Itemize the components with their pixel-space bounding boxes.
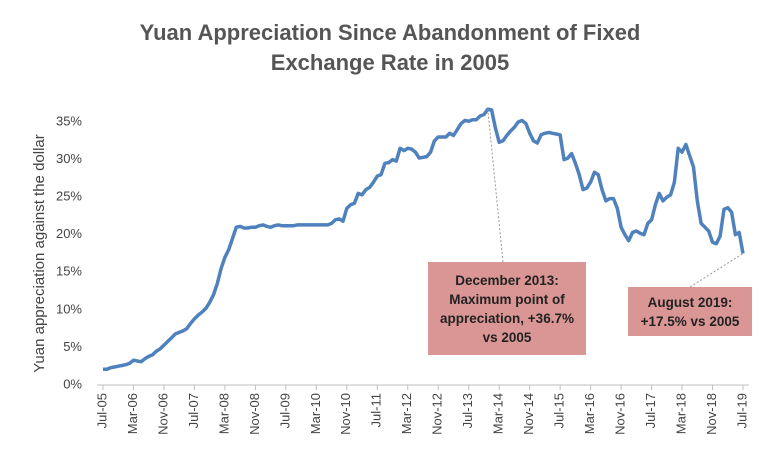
x-tick-label: Nov-06 [155,393,170,435]
x-tick-label: Mar-18 [673,393,688,434]
x-tick-label: Nov-18 [704,393,719,435]
x-tick-label: Mar-14 [491,393,506,434]
x-tick-label: Jul-13 [460,393,475,428]
x-tick-label: Jul-15 [552,393,567,428]
y-tick-label: 5% [63,339,82,354]
annotation: August 2019: +17.5% vs 2005 [628,287,752,336]
y-tick-label: 25% [56,189,82,204]
x-tick-label: Jul-05 [94,393,109,428]
x-tick-label: Jul-19 [734,393,749,428]
y-tick-label: 30% [56,151,82,166]
x-tick-label: Jul-09 [277,393,292,428]
line [103,107,745,371]
y-tick-label: 20% [56,226,82,241]
x-tick-label: Mar-10 [308,393,323,434]
annotation: December 2013: Maximum point of apprecia… [428,262,586,355]
annotation-pointer [487,109,504,263]
x-tick-label: Jul-17 [643,393,658,428]
x-tick-label: Mar-06 [125,393,140,434]
chart-title: Yuan Appreciation Since Abandonment of F… [139,20,641,75]
x-tick-label: Nov-10 [338,393,353,435]
x-tick-label: Nov-08 [247,393,262,435]
x-tick-label: Mar-08 [216,393,231,434]
x-tick-label: Mar-12 [399,393,414,434]
x-tick-label: Nov-14 [521,393,536,435]
y-tick-label: 15% [56,264,82,279]
x-tick-label: Mar-16 [582,393,597,434]
y-axis-label: Yuan appreciation against the dollar [31,134,48,373]
x-tick-label: Nov-12 [430,393,445,435]
y-tick-label: 35% [56,113,82,128]
y-tick-label: 0% [63,376,82,391]
x-tick-label: Jul-07 [186,393,201,428]
x-tick-label: Jul-11 [369,393,384,427]
y-tick-label: 10% [56,301,82,316]
x-tick-label: Nov-16 [613,393,628,435]
annotation-pointer [689,253,744,288]
